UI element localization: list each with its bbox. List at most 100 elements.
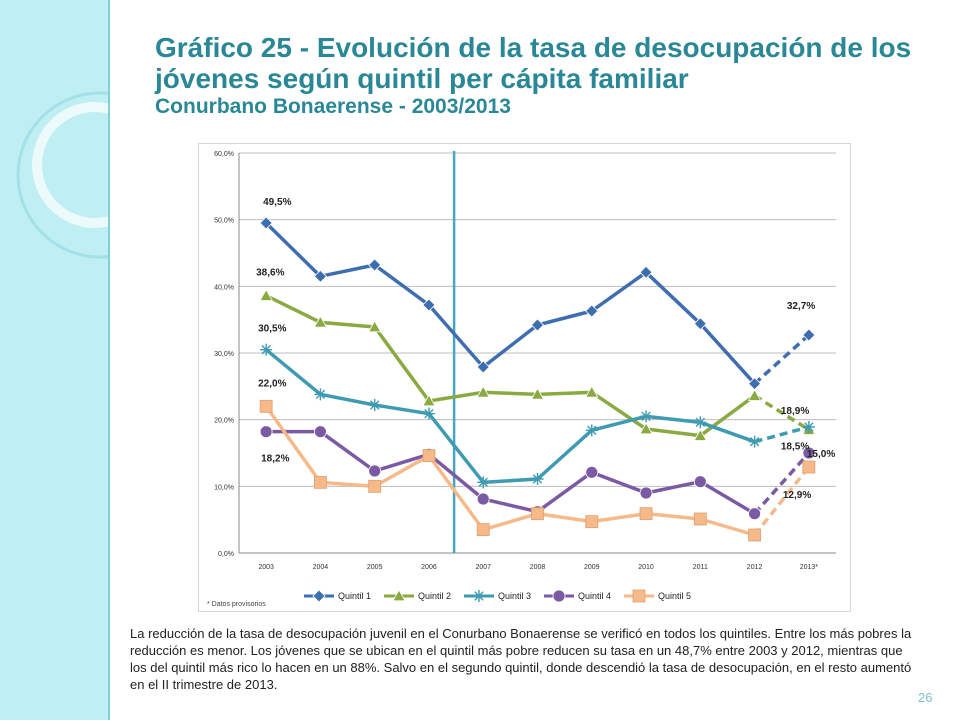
data-point-q3 — [422, 407, 435, 420]
y-tick-label: 40,0% — [214, 284, 234, 291]
series-dashed-segment-q4 — [753, 451, 811, 515]
data-label: 32,7% — [787, 301, 815, 312]
title-line-2: jóvenes según quintil per cápita familia… — [155, 63, 689, 94]
title-line-3: Conurbano Bonaerense - 2003/2013 — [155, 95, 511, 118]
data-point-q2 — [530, 387, 545, 400]
legend-label: Quintil 1 — [338, 591, 371, 601]
data-point-q1 — [313, 269, 327, 283]
data-point-q5 — [693, 512, 707, 526]
x-tick-label: 2009 — [584, 564, 600, 571]
data-point-q4 — [314, 425, 327, 439]
legend-swatch-marker — [312, 589, 326, 603]
data-point-q1 — [802, 328, 816, 342]
data-label: 18,5% — [781, 442, 809, 453]
data-label: 18,9% — [781, 406, 809, 417]
x-tick-label: 2003 — [258, 564, 274, 571]
data-point-q2 — [693, 428, 707, 441]
data-point-q2 — [368, 320, 382, 333]
data-point-q3 — [368, 399, 381, 411]
y-tick-label: 30,0% — [214, 351, 234, 358]
data-point-q5 — [639, 507, 653, 521]
page-title: Gráfico 25 - Evolución de la tasa de des… — [155, 32, 945, 120]
x-tick-label: 2008 — [530, 564, 546, 571]
decorative-circles — [16, 91, 184, 259]
data-point-q4 — [476, 492, 490, 506]
data-point-q3 — [802, 421, 815, 433]
data-point-q1 — [585, 304, 599, 318]
data-point-q5 — [531, 507, 544, 521]
decorative-left-band — [0, 0, 184, 720]
data-point-q2 — [259, 288, 273, 301]
data-point-q3 — [640, 410, 653, 423]
line-chart: 0,0% 10,0% 20,0% 30,0% 40,0% 50,0% 60,0% 2003 20… — [207, 151, 836, 608]
x-tick-label: 2006 — [421, 564, 437, 571]
series-line-q4 — [266, 429, 756, 516]
data-point-q5 — [802, 460, 816, 474]
x-tick-label: 2010 — [638, 564, 654, 571]
data-point-q5 — [368, 479, 382, 493]
data-label: 12,9% — [783, 490, 811, 501]
legend-label: Quintil 4 — [578, 591, 611, 601]
data-point-q5 — [585, 515, 599, 529]
legend-swatch-marker — [552, 589, 566, 603]
legend-swatch-marker — [632, 589, 646, 603]
data-point-q2 — [422, 394, 436, 407]
data-point-q3 — [585, 424, 598, 437]
y-tick-label: 60,0% — [214, 151, 234, 158]
x-tick-label: 2007 — [475, 564, 491, 571]
x-tick-label: 2012 — [747, 564, 763, 571]
data-point-q4 — [259, 425, 273, 439]
data-label: 30,5% — [258, 324, 286, 335]
legend-label: Quintil 2 — [418, 591, 451, 601]
series-line-q3 — [265, 348, 756, 485]
series-dashed-segment-q1 — [753, 333, 811, 385]
x-tick-label: 2005 — [367, 564, 383, 571]
series-dashed-segment-q3 — [754, 425, 810, 444]
y-tick-label: 10,0% — [214, 484, 234, 491]
data-label: 15,0% — [807, 449, 835, 460]
title-line-1: Gráfico 25 - Evolución de la tasa de des… — [155, 32, 912, 63]
y-tick-label: 0,0% — [218, 551, 234, 558]
data-point-q4 — [748, 507, 761, 521]
data-point-q4 — [639, 486, 653, 500]
x-tick-label: 2011 — [693, 564, 708, 571]
legend-swatch-marker — [473, 590, 485, 602]
page-number: 26 — [918, 690, 933, 705]
data-label: 18,2% — [261, 454, 289, 465]
data-point-q1 — [530, 318, 545, 332]
data-point-q3 — [314, 388, 327, 401]
data-point-q1 — [693, 317, 707, 331]
data-point-q3 — [260, 343, 273, 356]
data-point-q2 — [313, 315, 328, 328]
description-text: La reducción de la tasa de desocupación … — [130, 626, 912, 692]
data-point-q5 — [314, 475, 327, 489]
data-label: 49,5% — [263, 197, 291, 208]
data-point-q5 — [259, 399, 273, 413]
chart-container: 0,0% 10,0% 20,0% 30,0% 40,0% 50,0% 60,0% 2003 20… — [198, 143, 851, 612]
data-point-q5 — [476, 523, 490, 537]
legend-label: Quintil 3 — [498, 591, 531, 601]
y-tick-label: 50,0% — [214, 218, 234, 225]
data-point-q5 — [422, 449, 436, 463]
data-point-q5 — [748, 528, 761, 542]
data-point-q2 — [476, 385, 490, 398]
data-label: 38,6% — [256, 268, 284, 279]
data-point-q4 — [693, 475, 707, 489]
data-point-q4 — [368, 464, 382, 478]
data-point-q1 — [259, 216, 273, 230]
series-line-q5 — [264, 405, 756, 537]
data-point-q4 — [802, 446, 816, 460]
series-line-q1 — [264, 221, 756, 385]
data-point-q2 — [639, 422, 653, 435]
legend-label: Quintil 5 — [658, 591, 691, 601]
data-point-q1 — [476, 360, 490, 374]
series-dashed-segment-q2 — [753, 394, 810, 432]
data-point-q2 — [747, 388, 762, 401]
series-line-q2 — [265, 294, 756, 438]
legend-swatch-marker — [392, 589, 406, 602]
y-tick-label: 20,0% — [214, 418, 234, 425]
data-point-q1 — [422, 298, 436, 312]
data-label: 22,0% — [258, 378, 286, 389]
series-dashed-segment-q5 — [753, 465, 811, 537]
data-point-q1 — [368, 258, 382, 272]
